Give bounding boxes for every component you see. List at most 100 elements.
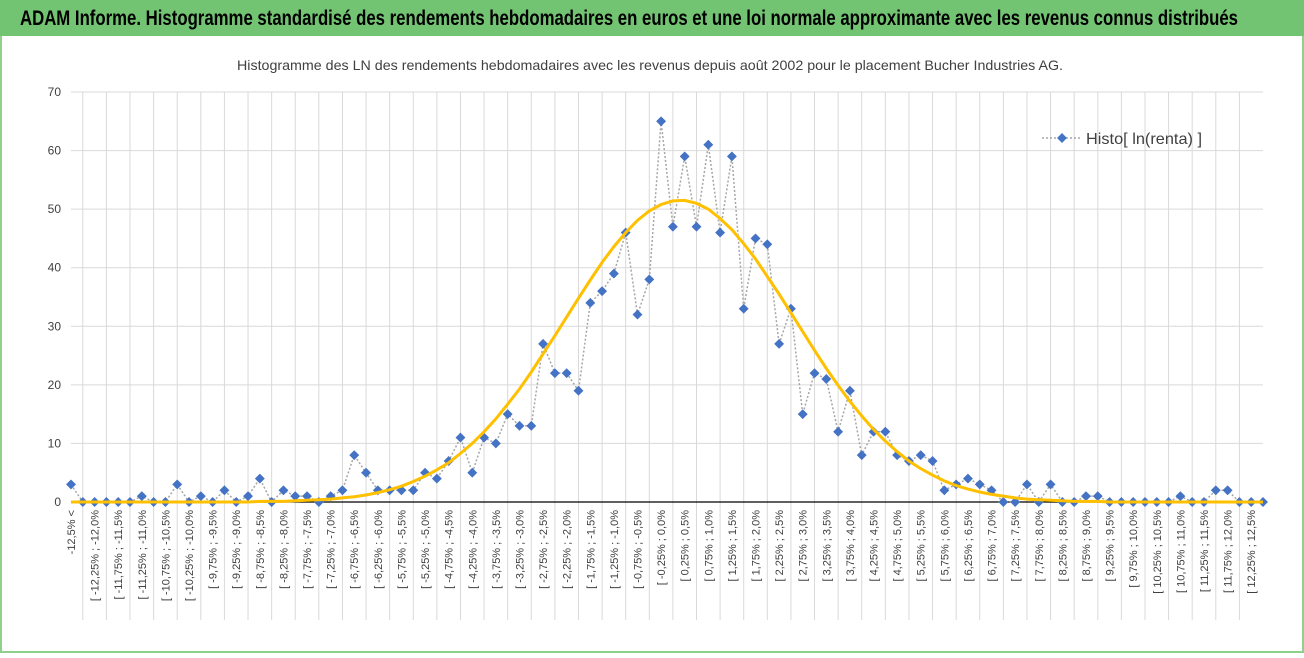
point [738, 303, 749, 314]
point [632, 309, 643, 320]
point [608, 268, 619, 279]
x-tick-label: [ -3,75% ; -3,5% [491, 510, 503, 589]
x-tick-label: [ -5,25% ; -5,0% [420, 510, 432, 589]
point [290, 491, 301, 502]
x-tick-label: [ -2,75% ; -2,5% [538, 510, 550, 589]
x-tick-label: [ -6,25% ; -6,0% [373, 510, 385, 589]
x-tick-label: [ 4,75% ; 5,0% [892, 510, 904, 582]
point [431, 473, 442, 484]
point [880, 426, 891, 437]
header: ADAM Informe. Histogramme standardisé de… [20, 7, 1238, 30]
point [278, 485, 289, 496]
point [1210, 485, 1221, 496]
x-tick-label: [ -6,75% ; -6,5% [349, 510, 361, 589]
point [703, 139, 714, 150]
point [549, 368, 560, 379]
point [691, 221, 702, 232]
x-tick-label: [ -9,25% ; -9,0% [231, 510, 243, 589]
point [195, 491, 206, 502]
legend-marker [1057, 133, 1067, 143]
point [715, 227, 726, 238]
x-tick-label: [ 0,75% ; 1,0% [703, 510, 715, 582]
legend-label: Histo[ ln(renta) ] [1086, 131, 1202, 148]
point [809, 368, 820, 379]
x-tick-label: [ 10,25% ; 10,5% [1152, 510, 1164, 594]
x-tick-label: [ 7,75% ; 8,0% [1034, 510, 1046, 582]
x-tick-label: [ 11,25% ; 11,5% [1199, 510, 1211, 592]
x-tick-label: [ -0,75% ; -0,5% [632, 510, 644, 589]
x-tick-label: [ -4,75% ; -4,5% [444, 510, 456, 589]
y-tick-label: 50 [48, 202, 62, 216]
point [1175, 491, 1186, 502]
point [243, 491, 253, 502]
point [172, 479, 183, 490]
point [597, 286, 608, 297]
x-tick-label: [ -10,25% ; -10,0% [184, 510, 196, 601]
x-tick-label: [ 7,25% ; 7,5% [1010, 510, 1022, 582]
point [963, 473, 973, 484]
x-tick-label: [ 1,25% ; 1,5% [727, 510, 739, 582]
point [361, 467, 371, 478]
point [561, 368, 572, 379]
point [868, 426, 879, 437]
point [1092, 491, 1103, 502]
point [939, 485, 950, 496]
x-tick-label: [ 4,25% ; 4,5% [869, 510, 881, 582]
point [538, 338, 549, 349]
point [1045, 479, 1056, 490]
point [974, 479, 985, 490]
point [585, 297, 596, 308]
x-tick-label: [ -4,25% ; -4,0% [467, 510, 479, 589]
x-tick-label: [ 2,75% ; 3,0% [798, 510, 810, 582]
point [136, 491, 147, 502]
x-tick-label: [ 5,75% ; 6,0% [939, 510, 951, 582]
point [774, 338, 785, 349]
x-tick-label: [ -0,25% ; 0,0% [656, 510, 668, 585]
point [455, 432, 466, 443]
x-tick-label: [ 9,25% ; 9,5% [1105, 510, 1117, 582]
point [656, 116, 667, 127]
y-tick-label: 70 [48, 85, 62, 99]
x-tick-label: [ 11,75% ; 12,0% [1223, 510, 1235, 593]
point [408, 485, 419, 496]
x-tick-label: [ 10,75% ; 11,0% [1175, 510, 1187, 593]
x-tick-label: [ 9,75% ; 10,0% [1128, 510, 1140, 588]
x-tick-label: [ -7,25% ; -7,0% [326, 510, 338, 589]
point [679, 151, 690, 162]
x-tick-label: [ -7,75% ; -7,5% [302, 510, 314, 589]
x-tick-label: [ -10,75% ; -10,5% [160, 510, 172, 601]
point [915, 450, 926, 461]
chart-title: Histogramme des LN des rendements hebdom… [237, 57, 1063, 73]
y-tick-label: 0 [54, 495, 61, 509]
point [514, 420, 525, 431]
header-bar [0, 0, 1304, 36]
y-tick-label: 10 [48, 436, 62, 450]
x-tick-label: [ -2,25% ; -2,0% [562, 510, 574, 589]
y-tick-label: 40 [48, 261, 62, 275]
x-tick-label: [ 2,25% ; 2,5% [774, 510, 786, 582]
x-tick-label: [ -1,25% ; -1,0% [609, 510, 621, 589]
point [750, 233, 761, 244]
point [644, 274, 655, 285]
y-tick-label: 60 [48, 144, 62, 158]
point [726, 151, 737, 162]
x-tick-label: [ 6,75% ; 7,0% [987, 510, 999, 582]
x-tick-label: [ -11,75% ; -11,5% [113, 510, 125, 600]
point [856, 450, 867, 461]
x-tick-label: -12,5% < [66, 510, 78, 554]
x-tick-label: [ -12,25% ; -12,0% [90, 510, 102, 601]
x-tick-label: [ -8,75% ; -8,5% [255, 510, 267, 589]
x-tick-label: [ 5,25% ; 5,5% [916, 510, 928, 582]
x-tick-label: [ 3,25% ; 3,5% [821, 510, 833, 582]
x-tick-label: [ -5,75% ; -5,5% [396, 510, 408, 589]
x-tick-label: [ -11,25% ; -11,0% [137, 510, 149, 600]
x-tick-label: [ 1,75% ; 2,0% [751, 510, 763, 582]
point [254, 473, 265, 484]
y-tick-label: 30 [48, 319, 62, 333]
point [667, 221, 678, 232]
point [821, 374, 832, 384]
point [573, 385, 584, 396]
x-tick-label: [ -3,25% ; -3,0% [514, 510, 526, 589]
point [844, 385, 855, 396]
